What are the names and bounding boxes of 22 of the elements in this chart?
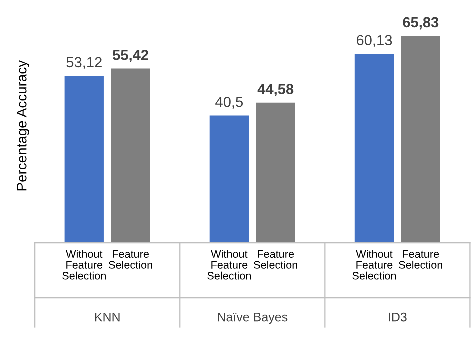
bar xyxy=(256,102,296,244)
text: Feature Selection xyxy=(399,250,442,269)
bar xyxy=(64,76,104,244)
bar xyxy=(401,36,440,244)
series-label: Without Feature Selection xyxy=(62,250,106,280)
text: Without Feature Selection xyxy=(208,250,252,280)
data-label: 44,58 xyxy=(258,84,294,97)
y-axis-title: Percentage Accuracy xyxy=(17,60,30,191)
data-label: 55,42 xyxy=(113,50,148,62)
x-tick-label: Naïve Bayes xyxy=(218,312,288,324)
bar xyxy=(354,54,394,244)
text: Feature Selection xyxy=(254,250,298,269)
text: Without Feature Selection xyxy=(352,250,396,280)
data-label: 53,12 xyxy=(66,57,102,70)
x-tick-label: KNN xyxy=(95,312,120,322)
data-label: 60,13 xyxy=(356,35,392,48)
bar xyxy=(210,116,250,244)
data-label: 40,5 xyxy=(216,96,244,109)
series-label: Feature Selection xyxy=(109,250,152,269)
x-tick-label: ID3 xyxy=(389,312,407,322)
bar xyxy=(111,68,150,244)
data-label: 65,83 xyxy=(403,17,439,30)
